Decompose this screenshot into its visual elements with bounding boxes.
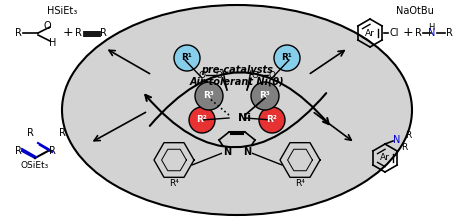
Text: N: N <box>243 147 251 157</box>
Circle shape <box>174 45 200 71</box>
Text: R: R <box>415 28 421 38</box>
Text: Ni: Ni <box>238 113 252 123</box>
Text: R¹: R¹ <box>182 54 192 62</box>
Text: O: O <box>43 21 51 31</box>
Text: Ar: Ar <box>380 153 390 163</box>
Circle shape <box>274 45 300 71</box>
Text: R: R <box>15 146 21 156</box>
Text: pre-catalysts: pre-catalysts <box>201 65 273 75</box>
Text: R¹: R¹ <box>282 54 292 62</box>
Text: R⁴: R⁴ <box>169 178 179 188</box>
Circle shape <box>251 82 279 110</box>
Text: OSiEt₃: OSiEt₃ <box>21 161 49 169</box>
Circle shape <box>259 107 285 133</box>
Text: R²: R² <box>266 116 277 124</box>
Text: O: O <box>268 70 275 80</box>
Text: R: R <box>100 28 107 38</box>
Text: R: R <box>59 128 65 138</box>
Text: N: N <box>223 147 231 157</box>
Text: R: R <box>27 128 34 138</box>
Text: R²: R² <box>197 116 208 124</box>
Text: O: O <box>199 70 206 80</box>
Text: R: R <box>15 28 21 38</box>
Text: N: N <box>393 135 401 145</box>
Text: O: O <box>216 70 222 80</box>
Circle shape <box>195 82 223 110</box>
Text: Ar: Ar <box>365 29 375 37</box>
Text: R: R <box>48 146 55 156</box>
Text: +: + <box>403 27 413 39</box>
Text: R: R <box>74 28 82 38</box>
Text: N: N <box>428 28 436 38</box>
Text: HSiEt₃: HSiEt₃ <box>47 6 77 16</box>
Ellipse shape <box>62 5 412 215</box>
Text: Cl: Cl <box>389 28 399 38</box>
Text: Air-tolerant Ni(0): Air-tolerant Ni(0) <box>190 77 284 87</box>
Text: H: H <box>428 23 434 31</box>
Text: R³: R³ <box>203 91 214 101</box>
Text: R: R <box>401 142 407 151</box>
Circle shape <box>189 107 215 133</box>
Text: O: O <box>252 70 258 80</box>
Text: R⁴: R⁴ <box>295 178 305 188</box>
Text: NaOtBu: NaOtBu <box>396 6 434 16</box>
Text: R³: R³ <box>260 91 271 101</box>
Text: H: H <box>49 38 57 48</box>
Text: R: R <box>405 132 411 140</box>
Text: R: R <box>446 28 453 38</box>
Text: +: + <box>63 27 73 39</box>
